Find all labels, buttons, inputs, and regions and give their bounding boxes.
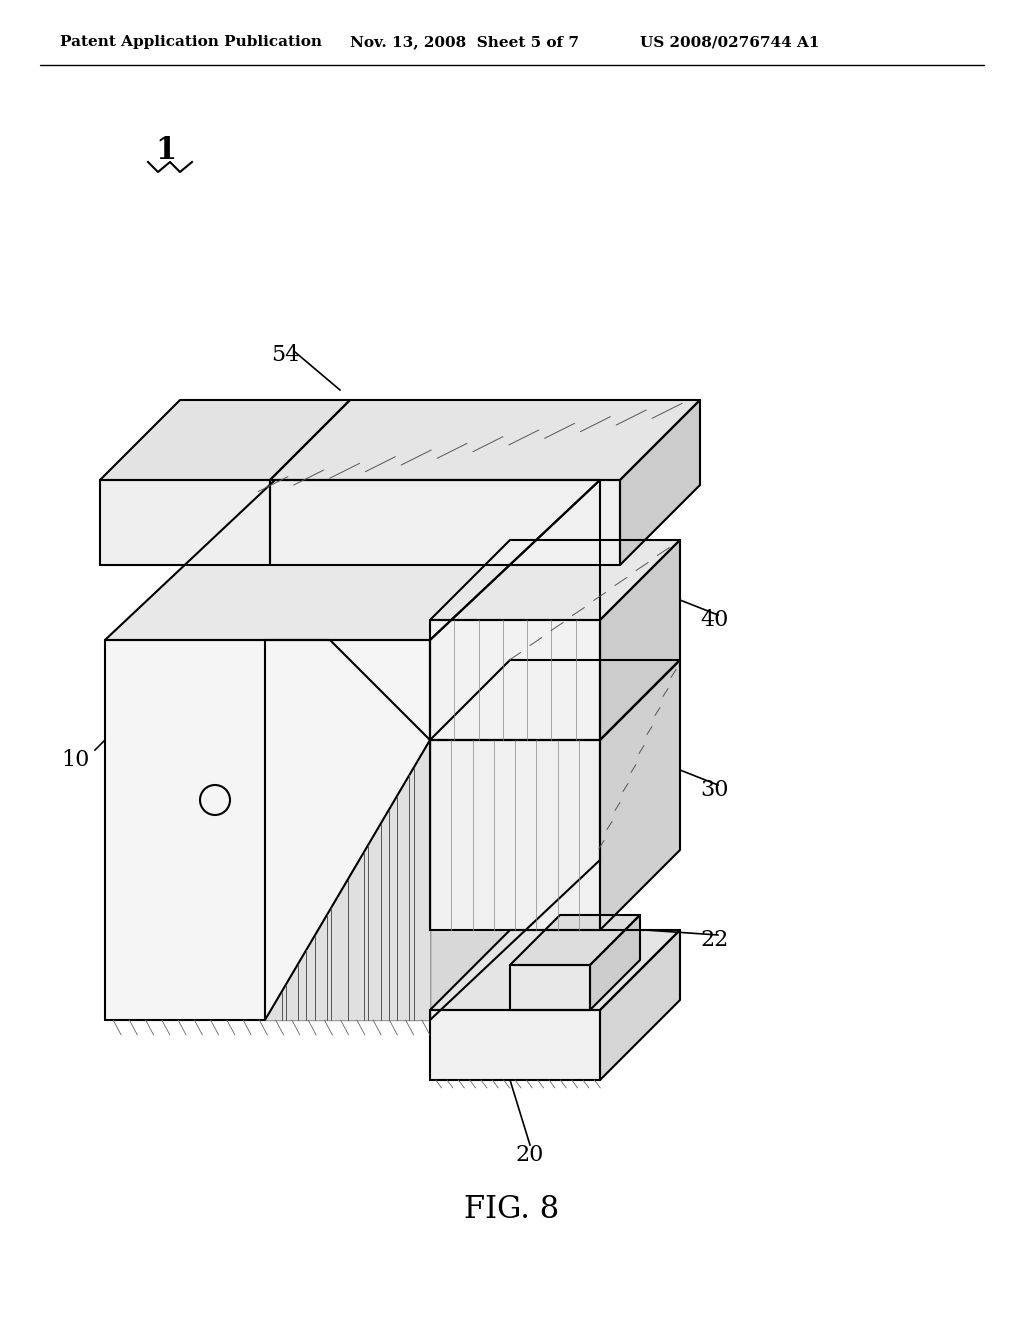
Polygon shape	[510, 965, 590, 1010]
Polygon shape	[430, 1010, 600, 1080]
Text: US 2008/0276744 A1: US 2008/0276744 A1	[640, 36, 819, 49]
Text: 10: 10	[60, 748, 89, 771]
Polygon shape	[105, 640, 430, 1020]
Polygon shape	[265, 741, 430, 1020]
Text: 40: 40	[700, 609, 729, 631]
Polygon shape	[105, 480, 600, 640]
Polygon shape	[270, 400, 700, 480]
Text: Patent Application Publication: Patent Application Publication	[60, 36, 322, 49]
Polygon shape	[600, 660, 680, 931]
Text: 20: 20	[516, 1144, 544, 1166]
Text: 22: 22	[700, 929, 729, 950]
Polygon shape	[430, 741, 600, 931]
Text: 1: 1	[155, 135, 176, 166]
Text: Nov. 13, 2008  Sheet 5 of 7: Nov. 13, 2008 Sheet 5 of 7	[350, 36, 579, 49]
Polygon shape	[600, 931, 680, 1080]
Polygon shape	[590, 915, 640, 1010]
Polygon shape	[430, 480, 600, 1020]
Polygon shape	[270, 480, 620, 565]
Text: FIG. 8: FIG. 8	[465, 1195, 559, 1225]
Polygon shape	[430, 931, 680, 1010]
Polygon shape	[620, 400, 700, 565]
Text: 30: 30	[700, 779, 729, 801]
Polygon shape	[100, 480, 270, 565]
Polygon shape	[600, 540, 680, 741]
Text: 54: 54	[271, 345, 299, 366]
Polygon shape	[430, 620, 600, 741]
Polygon shape	[100, 400, 350, 480]
Polygon shape	[430, 540, 680, 620]
Polygon shape	[430, 660, 680, 741]
Polygon shape	[510, 915, 640, 965]
